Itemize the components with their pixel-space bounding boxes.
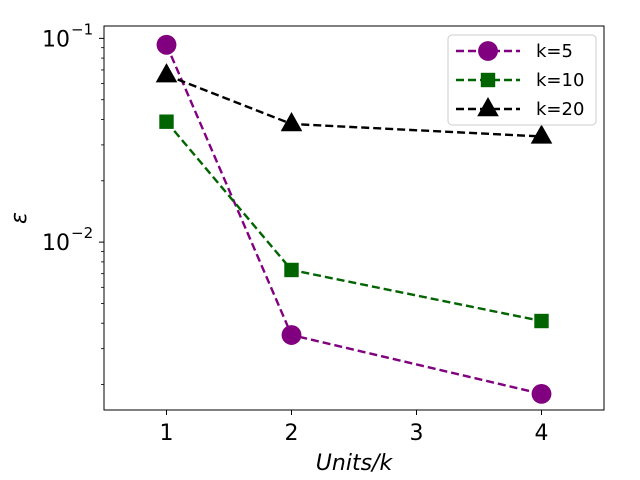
legend-label: k=20 (536, 99, 584, 120)
legend-marker (478, 41, 498, 61)
data-point-k-10 (534, 313, 549, 329)
data-point-k-20 (155, 63, 178, 83)
y-axis-label: ε (7, 212, 32, 224)
y-tick-exponent: −1 (71, 20, 93, 38)
x-axis: 1 2 3 4 (160, 410, 549, 446)
data-point-k-5 (531, 383, 552, 404)
legend-label: k=10 (536, 70, 584, 91)
data-point-k-5 (281, 325, 302, 345)
legend-marker (477, 97, 499, 117)
x-axis-label: Units/k (316, 451, 394, 476)
legend-item-k-10: k=10 (456, 70, 584, 91)
y-axis: 10−110−2 (42, 20, 104, 385)
series-k-5 (156, 34, 552, 404)
x-tick-label: 4 (535, 421, 549, 446)
x-tick-label: 3 (410, 421, 424, 446)
x-tick-label: 2 (285, 421, 299, 446)
data-point-k-5 (156, 34, 177, 55)
series-layer (155, 34, 553, 404)
series-k-10 (159, 114, 549, 329)
series-k-20 (155, 63, 553, 144)
x-tick-label: 1 (160, 421, 174, 446)
y-tick-label: 10 (42, 27, 70, 52)
legend: k=5 k=10 k=20 (447, 34, 597, 126)
legend-item-k-5: k=5 (456, 41, 573, 62)
data-point-k-20 (530, 124, 553, 144)
legend-marker (480, 72, 496, 88)
y-tick-label: 10 (42, 231, 70, 256)
legend-item-k-20: k=20 (456, 97, 584, 120)
data-point-k-20 (280, 111, 303, 132)
data-point-k-10 (284, 262, 299, 278)
legend-label: k=5 (536, 41, 573, 62)
y-tick-exponent: −2 (71, 224, 93, 242)
data-point-k-10 (159, 114, 174, 129)
plot-frame (103, 25, 605, 411)
